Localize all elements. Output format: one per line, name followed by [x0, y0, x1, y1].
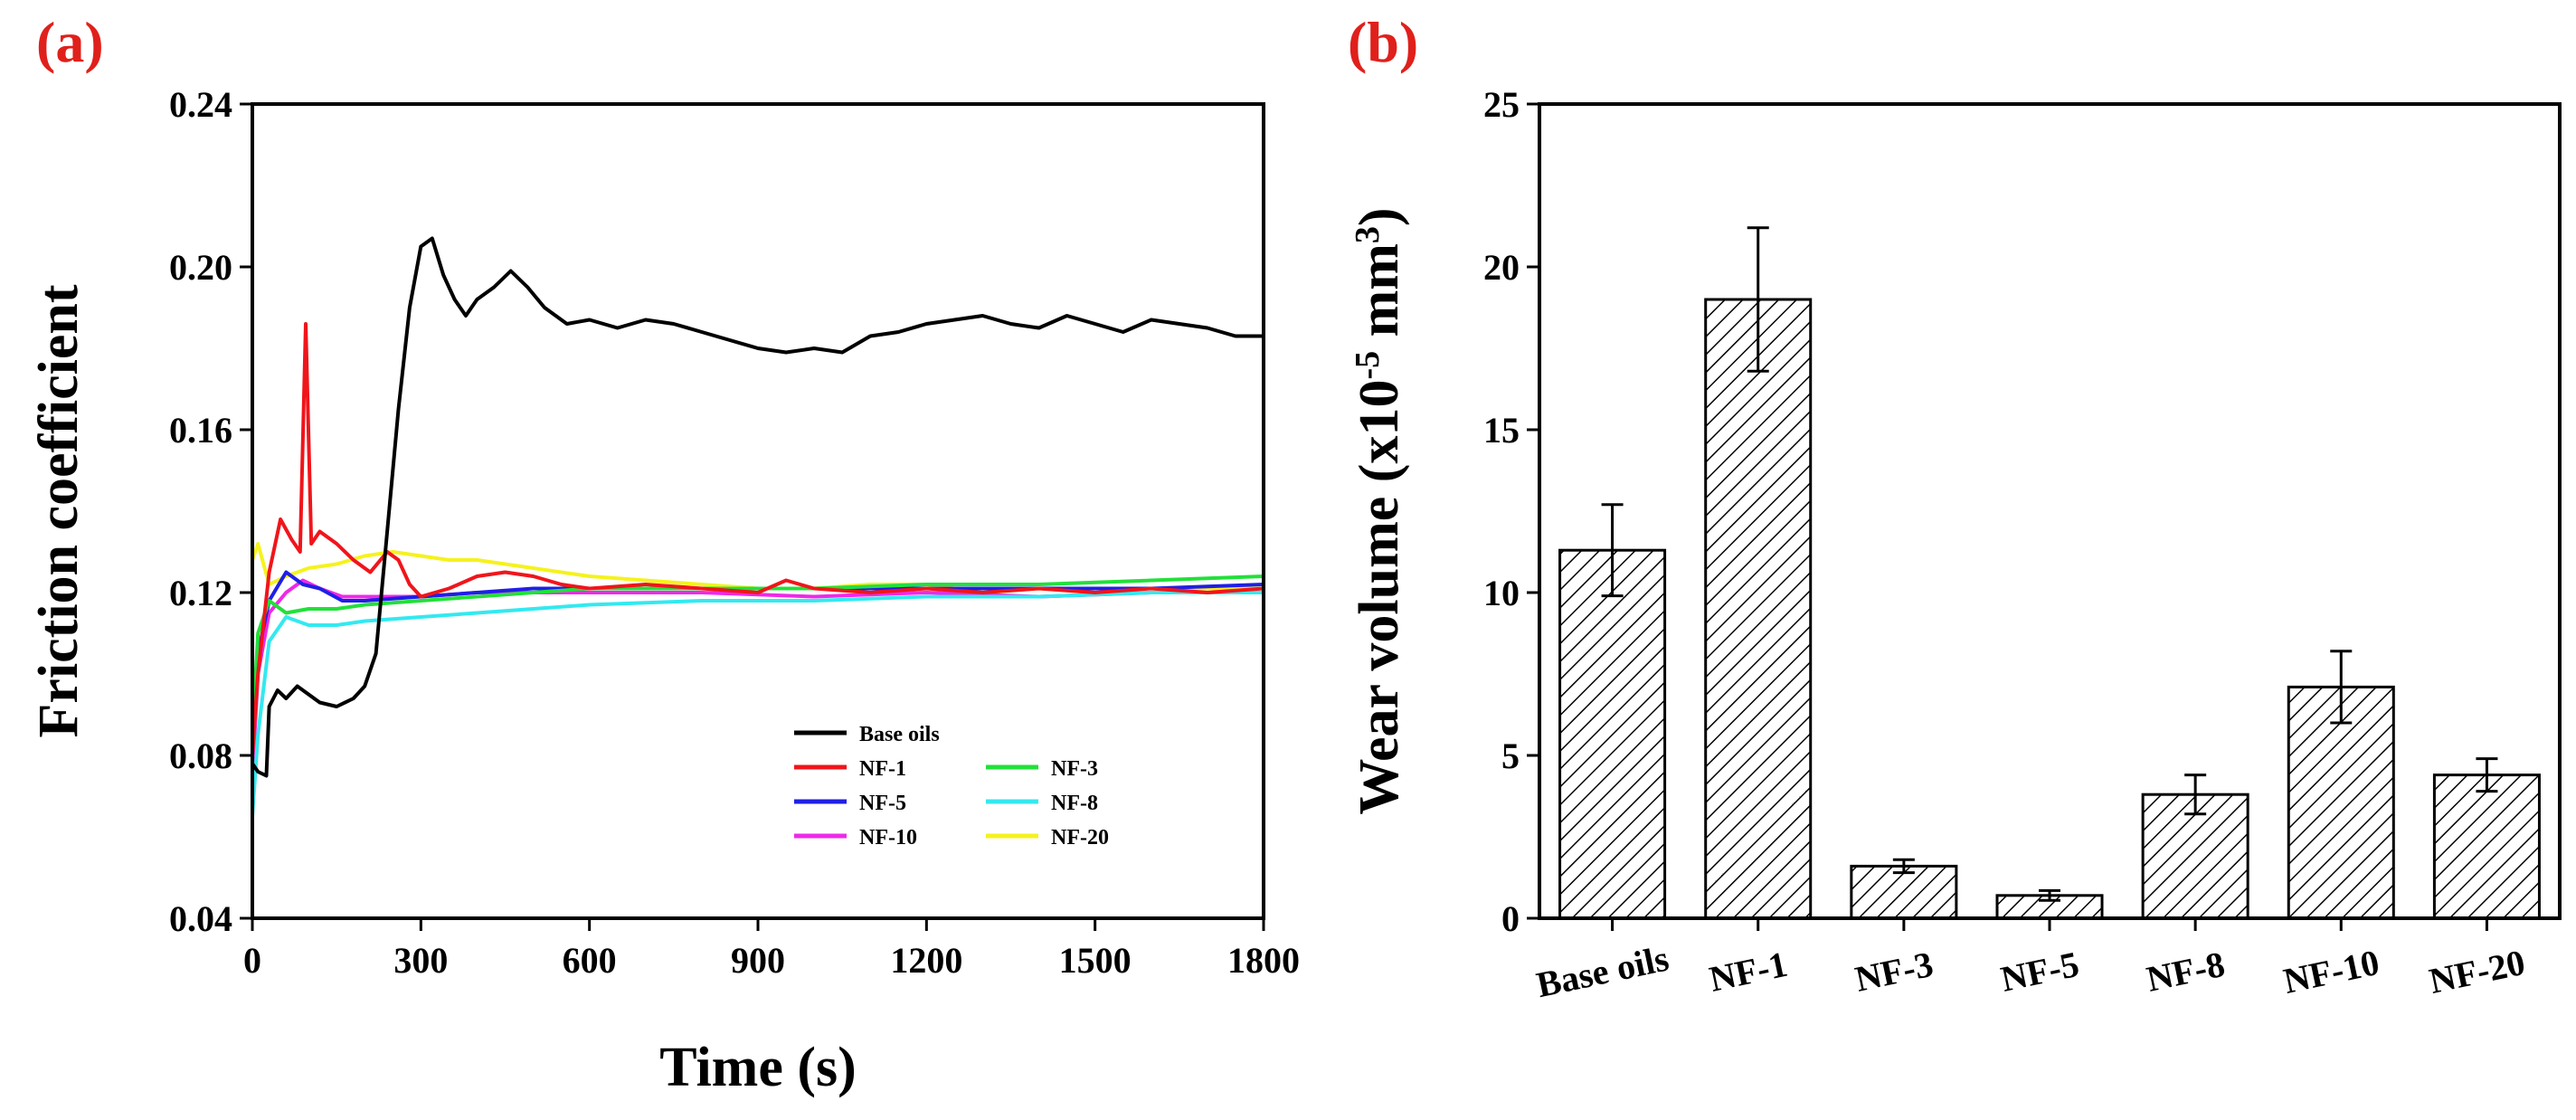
- panel-b-bar-chart: (b) 0 5 10 15 20 25 Base oils NF-1 NF-3 NF-5 NF-8…: [1348, 10, 2562, 1005]
- y-tick-label: 0.16: [169, 410, 232, 451]
- y-tick-label: 20: [1483, 247, 1520, 288]
- bar: [1558, 548, 1667, 920]
- panel-b-y-ticks: 0 5 10 15 20 25: [1483, 84, 1539, 939]
- x-tick-label: NF-8: [2143, 944, 2228, 1000]
- y-tick-label: 0.08: [169, 736, 232, 776]
- bar: [2432, 774, 2541, 920]
- legend-label: NF-1: [859, 757, 906, 781]
- panel-a-legend: Base oils NF-1 NF-3 NF-5 NF-8 NF-10 NF-20: [794, 723, 1109, 849]
- panel-b-y-title-end: ): [1349, 207, 1410, 226]
- x-tick-label: NF-20: [2426, 942, 2529, 1001]
- x-tick-label: Base oils: [1533, 937, 1672, 1005]
- x-tick-label: NF-5: [1997, 944, 2082, 1000]
- x-tick-label: 1200: [890, 940, 962, 981]
- series-line-nf-3: [251, 574, 1264, 736]
- y-tick-label: 5: [1501, 736, 1520, 776]
- series-line-nf-10: [251, 578, 1264, 776]
- x-tick-label: 0: [243, 940, 261, 981]
- panel-a-x-axis-title: Time (s): [659, 1037, 857, 1098]
- panel-a-line-chart: (a) 0.04 0.08 0.12 0.16 0.20 0.24 0 300 600 900 1…: [28, 10, 1300, 1098]
- panel-b-plot-area: [1558, 226, 2541, 920]
- legend-label: NF-3: [1051, 757, 1098, 781]
- x-tick-label: NF-1: [1706, 944, 1791, 1000]
- y-tick-label: 0.04: [169, 898, 232, 939]
- panel-b-label: (b): [1348, 10, 1418, 74]
- x-tick-label: 900: [731, 940, 785, 981]
- bar: [1704, 298, 1813, 920]
- x-tick-label: 1800: [1227, 940, 1300, 981]
- legend-label: NF-5: [859, 792, 906, 815]
- panel-a-frame: [251, 102, 1265, 920]
- bar: [2287, 685, 2395, 920]
- bar: [1850, 864, 1958, 920]
- panel-a-y-axis-title: Friction coefficient: [28, 284, 90, 737]
- y-tick-label: 0.24: [169, 84, 232, 125]
- panel-b-frame: [1538, 102, 2562, 920]
- panel-b-y-title-sup1: -5: [1349, 351, 1387, 380]
- panel-b-x-ticks: Base oils NF-1 NF-3 NF-5 NF-8 NF-10 NF-20: [1533, 918, 2529, 1005]
- series-line-nf-8: [251, 591, 1264, 817]
- legend-label: Base oils: [859, 723, 940, 746]
- x-tick-label: 300: [393, 940, 448, 981]
- y-tick-label: 0: [1501, 898, 1520, 939]
- legend-label: NF-20: [1051, 826, 1109, 849]
- panel-a-y-ticks: 0.04 0.08 0.12 0.16 0.20 0.24: [169, 84, 252, 939]
- x-tick-label: NF-10: [2280, 942, 2383, 1001]
- y-tick-label: 25: [1483, 84, 1520, 125]
- y-tick-label: 10: [1483, 573, 1520, 613]
- series-line-base-oils: [251, 236, 1264, 778]
- x-tick-label: NF-3: [1852, 944, 1937, 1000]
- panel-b-y-title-main: Wear volume (x10: [1349, 380, 1410, 815]
- x-tick-label: 1500: [1059, 940, 1132, 981]
- legend-label: NF-10: [859, 826, 917, 849]
- legend-label: NF-8: [1051, 792, 1098, 815]
- y-tick-label: 15: [1483, 410, 1520, 451]
- panel-b-y-title-mid: mm: [1349, 243, 1410, 351]
- panel-b-y-title-sup2: 3: [1349, 226, 1387, 243]
- y-tick-label: 0.12: [169, 573, 232, 613]
- panel-a-label: (a): [36, 10, 104, 74]
- x-tick-label: 600: [563, 940, 617, 981]
- y-tick-label: 0.20: [169, 247, 232, 288]
- panel-b-y-axis-title: Wear volume (x10-5 mm3): [1349, 207, 1410, 814]
- panel-a-plot-area: [251, 236, 1264, 817]
- panel-a-x-ticks: 0 300 600 900 1200 1500 1800: [243, 918, 1300, 981]
- series-line-nf-1: [251, 322, 1264, 756]
